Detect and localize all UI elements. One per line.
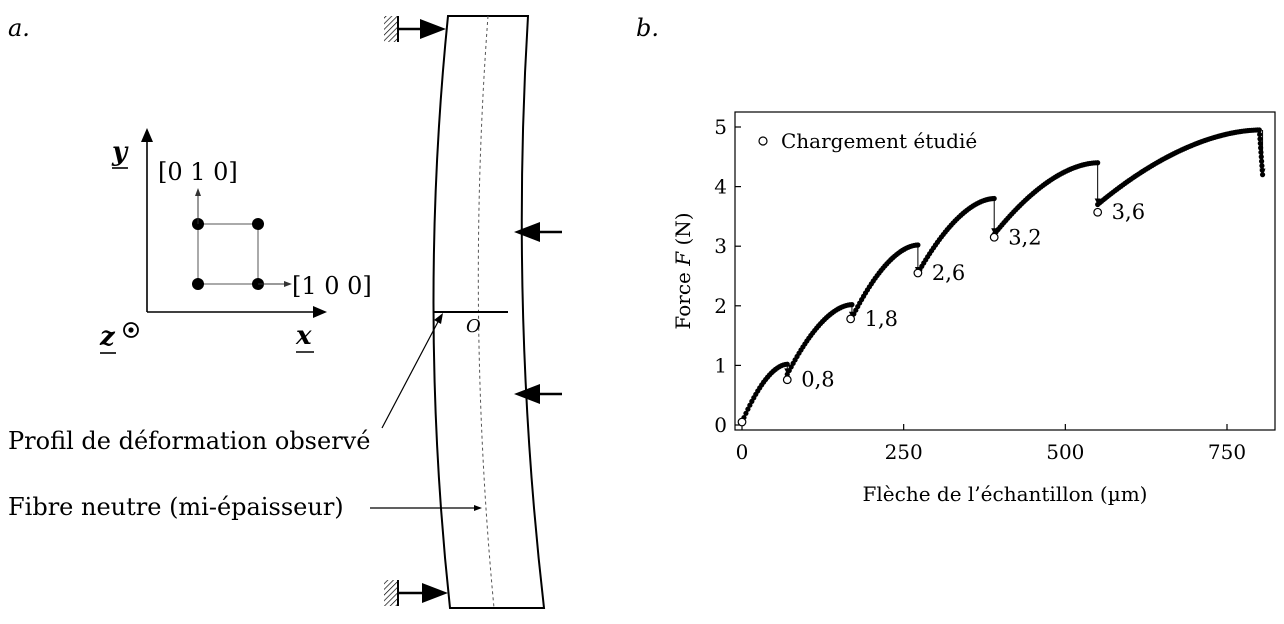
series-point bbox=[1258, 158, 1265, 164]
crystal-cell: [0 1 0] [1 0 0] bbox=[158, 158, 372, 300]
studied-load-label: 0,8 bbox=[801, 368, 834, 392]
axis-y-label: y bbox=[111, 137, 129, 167]
label-profile: Profil de déformation observé bbox=[8, 427, 370, 455]
series-point bbox=[1257, 136, 1263, 142]
studied-load-label: 3,6 bbox=[1112, 200, 1145, 224]
y-tick-label: 0 bbox=[714, 413, 727, 437]
series-point bbox=[1095, 160, 1101, 166]
drop-arrowhead bbox=[1094, 198, 1101, 205]
y-axis-title: Force F (N) bbox=[671, 212, 695, 329]
cell-outline bbox=[197, 223, 259, 285]
series-point bbox=[991, 195, 997, 202]
direction-010-arrowhead bbox=[195, 188, 201, 196]
studied-load-marker bbox=[913, 268, 923, 278]
y-tick-label: 4 bbox=[714, 175, 727, 199]
series-point bbox=[1258, 154, 1264, 160]
load-arrowhead-icon bbox=[514, 384, 540, 404]
beam: O bbox=[432, 15, 546, 609]
panel-a-label: a. bbox=[8, 14, 30, 42]
studied-load-marker bbox=[737, 417, 747, 427]
profile-pointer-line bbox=[381, 317, 441, 429]
studied-load-marker bbox=[846, 314, 856, 324]
x-tick-label: 0 bbox=[736, 440, 749, 464]
y-tick-label: 1 bbox=[714, 353, 727, 377]
bottom-support bbox=[384, 580, 448, 606]
series-point bbox=[1257, 131, 1263, 138]
load-drop-arrows bbox=[784, 129, 1266, 375]
top-support bbox=[384, 16, 446, 42]
studied-load-marker bbox=[1093, 207, 1103, 217]
x-axis-title: Flèche de l’échantillon (µm) bbox=[863, 482, 1148, 506]
support-force-arrowhead-icon bbox=[422, 583, 448, 603]
x-axis-arrowhead bbox=[313, 306, 327, 318]
load-lower bbox=[514, 384, 562, 404]
fixed-support-hatch-icon bbox=[384, 580, 398, 606]
load-upper bbox=[514, 222, 562, 242]
studied-load-label: 3,2 bbox=[1008, 225, 1041, 249]
legend-label: Chargement étudié bbox=[781, 129, 977, 153]
x-tick-label: 750 bbox=[1208, 440, 1246, 464]
plot-frame bbox=[734, 111, 1276, 431]
y-tick-label: 2 bbox=[714, 294, 727, 318]
atom bbox=[252, 218, 264, 230]
series-point bbox=[1258, 145, 1264, 151]
series-point bbox=[1259, 163, 1265, 169]
drop-arrowhead bbox=[991, 228, 998, 235]
direction-010-label: [0 1 0] bbox=[158, 158, 238, 186]
panel-b: b. 0 250 500 750 0 1 2 3 4 5 0,8 1,8 2,6 3,2 3,6 Cha… bbox=[636, 14, 1276, 506]
atom bbox=[192, 278, 204, 290]
origin-label: O bbox=[466, 316, 481, 337]
coordinate-axes: y x z bbox=[99, 128, 327, 354]
panel-b-label: b. bbox=[636, 14, 659, 42]
studied-load-marker bbox=[989, 232, 999, 242]
studied-load-marker bbox=[782, 375, 792, 385]
fixed-support-hatch-icon bbox=[384, 16, 398, 42]
direction-100-arrowhead bbox=[284, 281, 292, 287]
neutral-pointer-arrowhead bbox=[474, 505, 482, 511]
studied-load-label: 1,8 bbox=[865, 307, 898, 331]
series-point bbox=[1256, 127, 1262, 133]
out-of-plane-icon bbox=[123, 322, 139, 338]
panel-a: a. y x z [0 1 0] bbox=[8, 14, 562, 609]
out-of-plane-dot-icon bbox=[128, 327, 134, 333]
load-arrowhead-icon bbox=[514, 222, 540, 242]
x-tick-label: 500 bbox=[1046, 440, 1084, 464]
series-point bbox=[1257, 140, 1263, 146]
y-tick-label: 5 bbox=[714, 115, 727, 139]
y-ticks: 0 1 2 3 4 5 bbox=[714, 115, 741, 437]
direction-100-label: [1 0 0] bbox=[292, 272, 372, 300]
drop-arrowhead bbox=[1259, 168, 1266, 175]
drop-arrowhead bbox=[784, 368, 791, 375]
x-ticks: 0 250 500 750 bbox=[736, 424, 1246, 464]
legend: Chargement étudié bbox=[758, 129, 977, 153]
label-neutral: Fibre neutre (mi-épaisseur) bbox=[8, 493, 344, 521]
force-series bbox=[739, 127, 1266, 425]
profile-pointer-arrowhead bbox=[434, 313, 443, 324]
support-force-arrowhead-icon bbox=[420, 19, 446, 39]
force-deflection-chart: 0 250 500 750 0 1 2 3 4 5 0,8 1,8 2,6 3,2 3,6 Charge… bbox=[671, 111, 1276, 506]
studied-load-label: 2,6 bbox=[932, 261, 965, 285]
axis-z-label: z bbox=[99, 322, 116, 352]
axis-x-label: x bbox=[295, 321, 312, 351]
legend-marker bbox=[758, 136, 768, 146]
x-tick-label: 250 bbox=[885, 440, 923, 464]
y-axis-arrowhead bbox=[141, 128, 153, 142]
studied-load-points: 0,8 1,8 2,6 3,2 3,6 bbox=[737, 200, 1145, 427]
series-point bbox=[745, 406, 751, 412]
series-point bbox=[743, 410, 749, 416]
y-tick-label: 3 bbox=[714, 234, 727, 258]
